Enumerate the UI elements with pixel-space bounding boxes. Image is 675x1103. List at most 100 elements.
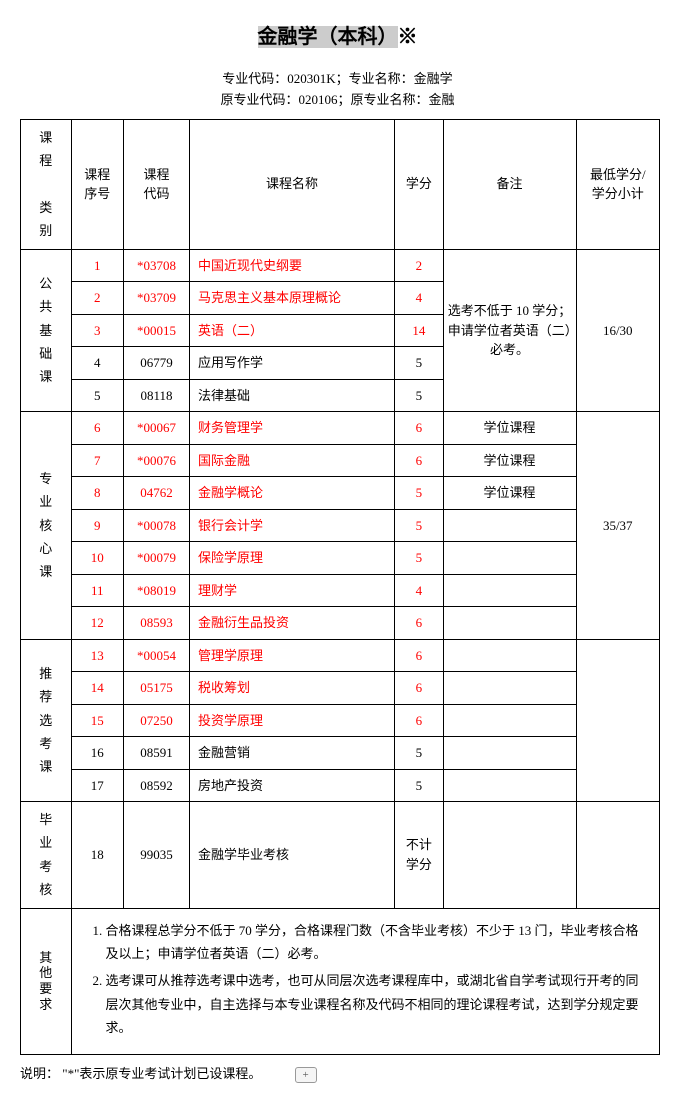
cell-credit: 6 [395, 672, 443, 705]
cell-code: 07250 [124, 704, 190, 737]
cell-credit: 6 [395, 639, 443, 672]
cell-seq: 18 [71, 802, 124, 909]
th-min: 最低学分/学分小计 [576, 119, 660, 249]
other-req-cell: 合格课程总学分不低于 70 学分，合格课程门数（不含毕业考核）不少于 13 门，… [71, 908, 660, 1054]
cell-note [443, 769, 576, 802]
footnote-label: 说明： [20, 1066, 59, 1081]
cell-note [443, 802, 576, 909]
cell-note: 学位课程 [443, 412, 576, 445]
cell-name: 管理学原理 [190, 639, 395, 672]
cell-name: 投资学原理 [190, 704, 395, 737]
cell-credit: 4 [395, 282, 443, 315]
cell-code: *00078 [124, 509, 190, 542]
cell-code: *03709 [124, 282, 190, 315]
cell-credit: 14 [395, 314, 443, 347]
table-row-other: 其他要求 合格课程总学分不低于 70 学分，合格课程门数（不含毕业考核）不少于 … [21, 908, 660, 1054]
cell-note [443, 704, 576, 737]
cell-credit: 6 [395, 607, 443, 640]
table-row: 15 07250 投资学原理 6 [21, 704, 660, 737]
cell-name: 银行会计学 [190, 509, 395, 542]
cell-seq: 10 [71, 542, 124, 575]
table-row: 专业核心课 6 *00067 财务管理学 6 学位课程 35/37 [21, 412, 660, 445]
cat-grad: 毕业考核 [21, 802, 72, 909]
cat-core: 专业核心课 [21, 412, 72, 640]
table-row: 7 *00076 国际金融 6 学位课程 [21, 444, 660, 477]
cell-credit: 5 [395, 737, 443, 770]
cell-seq: 1 [71, 249, 124, 282]
cell-name: 金融营销 [190, 737, 395, 770]
public-note: 选考不低于 10 学分；申请学位者英语（二）必考。 [443, 249, 576, 412]
cell-seq: 12 [71, 607, 124, 640]
th-note: 备注 [443, 119, 576, 249]
cell-credit: 4 [395, 574, 443, 607]
table-row: 12 08593 金融衍生品投资 6 [21, 607, 660, 640]
table-row: 毕业考核 18 99035 金融学毕业考核 不计学分 [21, 802, 660, 909]
cell-seq: 13 [71, 639, 124, 672]
title-suffix: ※ [398, 26, 418, 48]
cell-name: 保险学原理 [190, 542, 395, 575]
cell-seq: 17 [71, 769, 124, 802]
th-category: 课程 类别 [21, 119, 72, 249]
cell-credit: 6 [395, 412, 443, 445]
title-highlight: 金融学（本科） [258, 26, 398, 48]
cell-code: 99035 [124, 802, 190, 909]
table-header-row: 课程 类别 课程序号 课程代码 课程名称 学分 备注 最低学分/学分小计 [21, 119, 660, 249]
footnote-text: "*"表示原专业考试计划已设课程。 [62, 1066, 261, 1081]
cell-code: 06779 [124, 347, 190, 380]
cell-credit: 6 [395, 444, 443, 477]
footnote: 说明： "*"表示原专业考试计划已设课程。 + [20, 1063, 660, 1083]
cell-note [443, 639, 576, 672]
cell-code: *00054 [124, 639, 190, 672]
table-row: 9 *00078 银行会计学 5 [21, 509, 660, 542]
cell-note [443, 509, 576, 542]
th-name: 课程名称 [190, 119, 395, 249]
cell-seq: 3 [71, 314, 124, 347]
cell-code: 08593 [124, 607, 190, 640]
cell-seq: 5 [71, 379, 124, 412]
cell-note: 学位课程 [443, 477, 576, 510]
other-req-item: 合格课程总学分不低于 70 学分，合格课程门数（不含毕业考核）不少于 13 门，… [106, 919, 648, 966]
cell-code: *08019 [124, 574, 190, 607]
expand-button[interactable]: + [295, 1067, 317, 1083]
subtitle: 专业代码：020301K；专业名称：金融学 原专业代码：020106；原专业名称… [20, 69, 655, 111]
table-row: 11 *08019 理财学 4 [21, 574, 660, 607]
grad-min [576, 802, 660, 909]
other-req-item: 选考课可从推荐选考课中选考，也可从同层次选考课程库中，或湖北省自学考试现行开考的… [106, 969, 648, 1039]
cell-note [443, 737, 576, 770]
cell-name: 法律基础 [190, 379, 395, 412]
cell-name: 税收筹划 [190, 672, 395, 705]
cell-seq: 8 [71, 477, 124, 510]
th-code: 课程代码 [124, 119, 190, 249]
cell-name: 财务管理学 [190, 412, 395, 445]
cell-name: 金融学毕业考核 [190, 802, 395, 909]
cell-credit: 5 [395, 509, 443, 542]
cell-name: 国际金融 [190, 444, 395, 477]
th-seq: 课程序号 [71, 119, 124, 249]
th-credit: 学分 [395, 119, 443, 249]
cell-note [443, 607, 576, 640]
cell-credit: 5 [395, 379, 443, 412]
cell-code: 08118 [124, 379, 190, 412]
table-row: 推荐选考课 13 *00054 管理学原理 6 [21, 639, 660, 672]
cell-note [443, 574, 576, 607]
cell-credit: 5 [395, 477, 443, 510]
table-row: 10 *00079 保险学原理 5 [21, 542, 660, 575]
public-min: 16/30 [576, 249, 660, 412]
cell-seq: 2 [71, 282, 124, 315]
cell-seq: 6 [71, 412, 124, 445]
cell-name: 理财学 [190, 574, 395, 607]
cell-credit: 5 [395, 769, 443, 802]
table-row: 8 04762 金融学概论 5 学位课程 [21, 477, 660, 510]
table-row: 16 08591 金融营销 5 [21, 737, 660, 770]
table-row: 14 05175 税收筹划 6 [21, 672, 660, 705]
curriculum-table: 课程 类别 课程序号 课程代码 课程名称 学分 备注 最低学分/学分小计 公共基… [20, 119, 660, 1055]
cell-credit: 5 [395, 347, 443, 380]
table-row: 17 08592 房地产投资 5 [21, 769, 660, 802]
subtitle-line1: 专业代码：020301K；专业名称：金融学 [20, 69, 655, 90]
cell-code: *00015 [124, 314, 190, 347]
cell-credit: 2 [395, 249, 443, 282]
cell-name: 金融衍生品投资 [190, 607, 395, 640]
other-req-list: 合格课程总学分不低于 70 学分，合格课程门数（不含毕业考核）不少于 13 门，… [84, 919, 648, 1040]
cell-credit: 6 [395, 704, 443, 737]
cell-code: 04762 [124, 477, 190, 510]
